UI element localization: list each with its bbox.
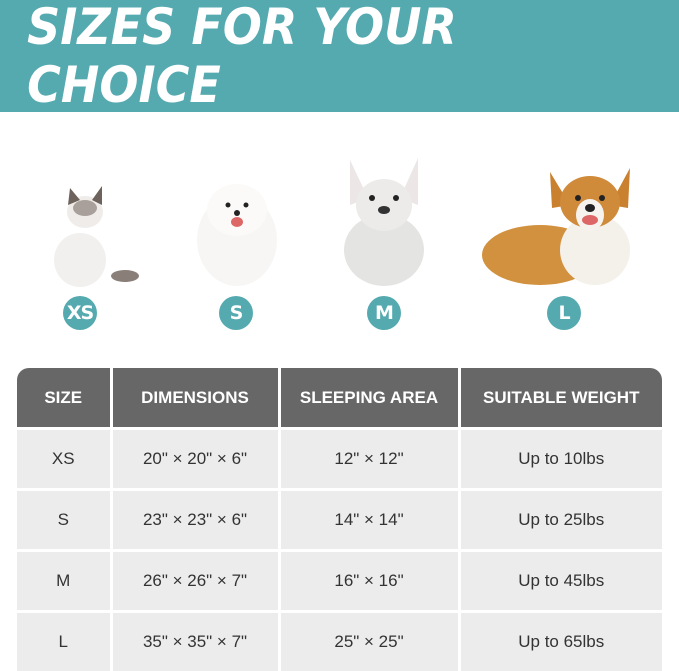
cell-suitable-weight: Up to 10lbs <box>459 429 662 490</box>
size-badge-m: M <box>367 296 401 330</box>
cell-dimensions: 20" × 20" × 6" <box>111 429 279 490</box>
cell-sleeping-area: 16" × 16" <box>279 551 459 612</box>
size-badge-s: S <box>219 296 253 330</box>
cell-size: XS <box>17 429 111 490</box>
cell-suitable-weight: Up to 45lbs <box>459 551 662 612</box>
cell-dimensions: 26" × 26" × 7" <box>111 551 279 612</box>
header-size: SIZE <box>17 368 111 429</box>
size-table: SIZE DIMENSIONS SLEEPING AREA SUITABLE W… <box>17 368 662 671</box>
header-dimensions: DIMENSIONS <box>111 368 279 429</box>
pomeranian-image <box>190 170 285 290</box>
cell-sleeping-area: 25" × 25" <box>279 612 459 671</box>
cell-suitable-weight: Up to 65lbs <box>459 612 662 671</box>
size-badge-l: L <box>547 296 581 330</box>
title-banner: SIZES FOR YOUR CHOICE <box>0 0 679 112</box>
size-badge-xs: XS <box>63 296 97 330</box>
corgi-image <box>480 160 650 290</box>
cat-image <box>40 180 140 290</box>
cell-dimensions: 35" × 35" × 7" <box>111 612 279 671</box>
cell-dimensions: 23" × 23" × 6" <box>111 490 279 551</box>
cell-suitable-weight: Up to 25lbs <box>459 490 662 551</box>
header-suitable-weight: SUITABLE WEIGHT <box>459 368 662 429</box>
cell-size: M <box>17 551 111 612</box>
cell-size: S <box>17 490 111 551</box>
cell-sleeping-area: 12" × 12" <box>279 429 459 490</box>
header-sleeping-area: SLEEPING AREA <box>279 368 459 429</box>
table-header-row: SIZE DIMENSIONS SLEEPING AREA SUITABLE W… <box>17 368 662 429</box>
page-title: SIZES FOR YOUR CHOICE <box>27 0 652 114</box>
cell-size: L <box>17 612 111 671</box>
french-bulldog-image <box>328 150 438 290</box>
cell-sleeping-area: 14" × 14" <box>279 490 459 551</box>
